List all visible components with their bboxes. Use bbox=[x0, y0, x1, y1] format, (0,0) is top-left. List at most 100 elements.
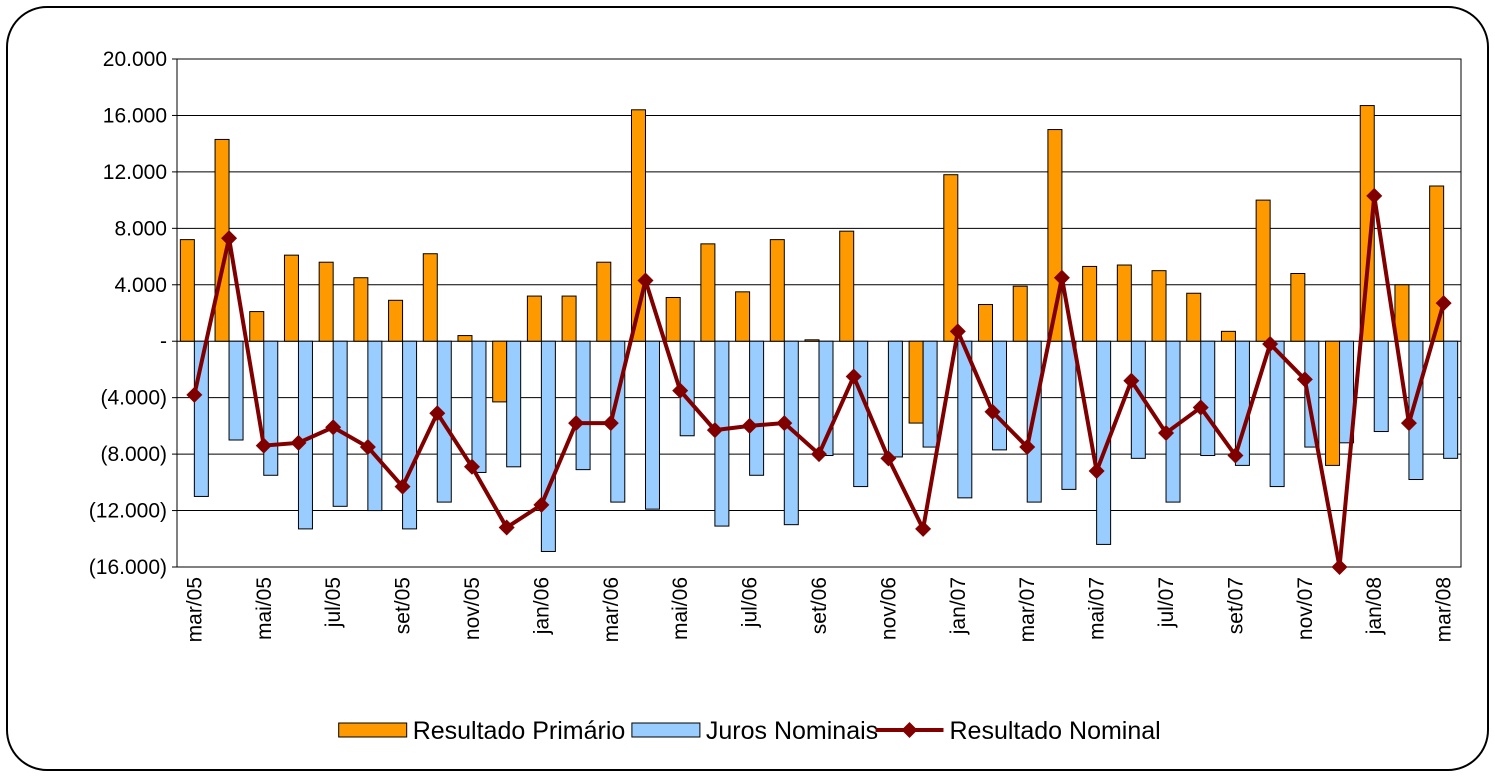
bar bbox=[263, 340, 279, 476]
bar bbox=[1165, 340, 1181, 503]
x-tick-label: nov/05 bbox=[461, 577, 484, 640]
bar bbox=[978, 304, 994, 342]
bar bbox=[769, 239, 785, 342]
y-tick-label: (12.000) bbox=[89, 500, 167, 523]
marker bbox=[1019, 439, 1036, 456]
bar bbox=[179, 239, 195, 342]
marker bbox=[672, 382, 689, 399]
bar bbox=[749, 340, 765, 476]
y-tick-label: (16.000) bbox=[89, 556, 167, 579]
bar bbox=[1325, 340, 1341, 466]
y-tick-label: (8.000) bbox=[100, 443, 167, 466]
bar bbox=[388, 299, 404, 342]
y-tick-label: 8.000 bbox=[114, 217, 167, 240]
marker bbox=[1123, 372, 1140, 389]
marker bbox=[394, 478, 411, 495]
bar bbox=[249, 311, 265, 342]
x-tick-label: jul/06 bbox=[739, 577, 762, 628]
x-tick-label: nov/07 bbox=[1294, 577, 1317, 640]
bar bbox=[492, 340, 508, 403]
y-tick-label: 12.000 bbox=[103, 161, 167, 184]
bar bbox=[402, 340, 418, 530]
marker bbox=[915, 520, 932, 537]
bar bbox=[1186, 292, 1202, 342]
bar bbox=[1220, 330, 1236, 342]
marker bbox=[1088, 463, 1105, 480]
x-tick-label: mar/08 bbox=[1433, 577, 1456, 642]
x-tick-label: mai/06 bbox=[669, 577, 692, 640]
marker bbox=[845, 368, 862, 385]
marker bbox=[255, 437, 272, 454]
marker bbox=[602, 415, 619, 432]
bar bbox=[1394, 284, 1410, 342]
bar bbox=[665, 296, 681, 342]
marker bbox=[325, 419, 342, 436]
x-tick-label: mar/07 bbox=[1016, 577, 1039, 642]
bar bbox=[1234, 340, 1250, 466]
bar bbox=[526, 295, 542, 342]
legend-label: Resultado Nominal bbox=[950, 717, 1161, 745]
bar bbox=[1359, 105, 1375, 342]
bar bbox=[1373, 340, 1389, 433]
x-tick-label: set/06 bbox=[808, 577, 831, 634]
bar bbox=[1290, 272, 1306, 342]
marker bbox=[1158, 424, 1175, 441]
bar bbox=[1096, 340, 1112, 545]
x-tick-label: jan/07 bbox=[947, 577, 970, 635]
bar bbox=[228, 340, 244, 441]
marker bbox=[1331, 559, 1348, 575]
marker bbox=[1296, 371, 1313, 388]
bar bbox=[700, 243, 716, 342]
y-tick-label: 4.000 bbox=[114, 274, 167, 297]
bar bbox=[908, 340, 924, 424]
marker bbox=[1262, 336, 1279, 353]
marker bbox=[1400, 415, 1417, 432]
marker bbox=[1053, 269, 1070, 286]
bar bbox=[1200, 340, 1216, 457]
marker bbox=[880, 450, 897, 467]
bar bbox=[1339, 340, 1355, 444]
bar bbox=[1151, 270, 1167, 342]
marker bbox=[568, 415, 585, 432]
bar bbox=[422, 253, 438, 342]
legend-swatch bbox=[338, 722, 408, 738]
bar bbox=[839, 230, 855, 342]
x-tick-label: mar/05 bbox=[183, 577, 206, 642]
bar bbox=[1443, 340, 1459, 459]
bar bbox=[457, 335, 473, 342]
bar bbox=[887, 340, 903, 458]
bar bbox=[992, 340, 1008, 451]
bar bbox=[561, 295, 577, 342]
x-tick-label: jul/07 bbox=[1155, 577, 1178, 628]
bar bbox=[1082, 265, 1098, 342]
marker bbox=[741, 417, 758, 434]
bar bbox=[353, 277, 369, 342]
bar bbox=[506, 340, 522, 468]
marker bbox=[1366, 187, 1383, 204]
marker bbox=[359, 439, 376, 456]
bar bbox=[922, 340, 938, 448]
x-tick-label: set/07 bbox=[1224, 577, 1247, 634]
bar bbox=[596, 261, 612, 342]
marker bbox=[811, 446, 827, 463]
bar bbox=[644, 340, 660, 510]
marker bbox=[186, 386, 203, 403]
x-tick-label: nov/06 bbox=[877, 577, 900, 640]
marker bbox=[1192, 399, 1209, 416]
marker bbox=[706, 422, 723, 439]
x-tick-label: mai/07 bbox=[1086, 577, 1109, 640]
marker bbox=[498, 519, 515, 536]
x-tick-label: jan/08 bbox=[1363, 577, 1386, 635]
marker bbox=[533, 496, 550, 513]
marker bbox=[221, 230, 238, 247]
x-tick-label: jul/05 bbox=[322, 577, 345, 628]
legend-label: Juros Nominais bbox=[706, 717, 878, 745]
bar bbox=[943, 174, 959, 342]
marker bbox=[776, 415, 793, 432]
bar bbox=[540, 340, 556, 552]
legend-label: Resultado Primário bbox=[413, 717, 626, 745]
legend-marker bbox=[901, 722, 918, 738]
x-tick-label: jan/06 bbox=[530, 577, 553, 635]
bar bbox=[1255, 199, 1271, 342]
